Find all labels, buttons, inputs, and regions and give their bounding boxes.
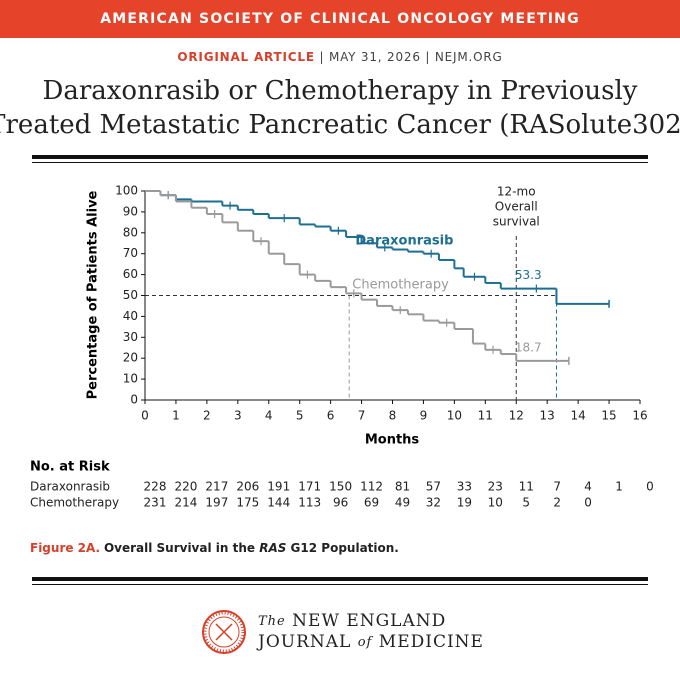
- rule: [32, 584, 648, 585]
- x-tick-label: 13: [540, 409, 555, 423]
- banner-text: AMERICAN SOCIETY OF CLINICAL ONCOLOGY ME…: [100, 11, 580, 27]
- risk-value: 49: [395, 496, 410, 510]
- logo-the: The: [258, 614, 286, 629]
- y-tick-label: 50: [123, 288, 138, 302]
- x-tick-label: 9: [420, 409, 428, 423]
- landmark-label: survival: [493, 215, 540, 229]
- risk-value: 19: [457, 496, 472, 510]
- risk-value: 144: [267, 496, 290, 510]
- risk-value: 2: [553, 496, 561, 510]
- x-tick-label: 6: [327, 409, 335, 423]
- risk-value: 5: [522, 496, 530, 510]
- y-axis-label: Percentage of Patients Alive: [86, 190, 101, 399]
- caption-text: G12 Population.: [286, 541, 398, 555]
- landmark-label: 12-mo: [497, 185, 536, 199]
- logo-of: of: [358, 635, 374, 650]
- risk-value: 191: [267, 480, 290, 494]
- risk-value: 10: [488, 496, 503, 510]
- x-tick-label: 3: [234, 409, 242, 423]
- x-tick-label: 11: [478, 409, 493, 423]
- risk-value: 4: [584, 480, 592, 494]
- x-tick-label: 4: [265, 409, 273, 423]
- risk-value: 23: [488, 480, 503, 494]
- risk-value: 96: [333, 496, 348, 510]
- caption: Figure 2A. Overall Survival in the RAS G…: [30, 541, 399, 555]
- x-tick-label: 1: [172, 409, 180, 423]
- title: Daraxonrasib or Chemotherapy in Previous…: [42, 76, 637, 106]
- risk-value: 220: [174, 480, 197, 494]
- risk-value: 231: [144, 496, 167, 510]
- risk-value: 113: [298, 496, 321, 510]
- series-label: Daraxonrasib: [355, 234, 453, 249]
- x-tick-label: 0: [141, 409, 149, 423]
- logo-text: NEW ENGLAND: [292, 611, 446, 631]
- caption-label: Figure 2A.: [30, 541, 100, 555]
- x-tick-label: 5: [296, 409, 304, 423]
- seal: [202, 610, 246, 654]
- y-tick-label: 0: [130, 393, 138, 407]
- risk-row-label: Chemotherapy: [30, 496, 119, 510]
- article-type: ORIGINAL ARTICLE: [177, 50, 314, 64]
- landmark-value: 53.3: [515, 268, 542, 282]
- risk-value: 33: [457, 480, 472, 494]
- risk-value: 112: [360, 480, 383, 494]
- banner: [0, 0, 680, 38]
- risk-row-label: Daraxonrasib: [30, 480, 110, 494]
- landmark-value: 18.7: [515, 340, 542, 354]
- landmark-label: Overall: [495, 200, 538, 214]
- logo-text: MEDICINE: [379, 632, 484, 652]
- risk-value: 197: [205, 496, 228, 510]
- article-line: ORIGINAL ARTICLE | MAY 31, 2026 | NEJM.O…: [177, 50, 502, 64]
- risk-value: 7: [553, 480, 561, 494]
- site: NEJM.ORG: [435, 50, 503, 64]
- series-label: Chemotherapy: [352, 278, 449, 293]
- logo-line: The NEW ENGLAND: [258, 611, 446, 631]
- y-tick-label: 20: [123, 351, 138, 365]
- risk-value: 32: [426, 496, 441, 510]
- risk-value: 0: [646, 480, 654, 494]
- risk-value: 214: [174, 496, 197, 510]
- caption-italic: RAS: [259, 541, 286, 555]
- rule: [32, 155, 648, 159]
- y-tick-label: 40: [123, 309, 138, 323]
- x-tick-label: 10: [447, 409, 462, 423]
- x-tick-label: 8: [389, 409, 397, 423]
- y-tick-label: 30: [123, 330, 138, 344]
- y-tick-label: 100: [115, 184, 138, 198]
- x-tick-label: 7: [358, 409, 366, 423]
- risk-value: 217: [205, 480, 228, 494]
- y-tick-label: 90: [123, 204, 138, 218]
- risk-value: 69: [364, 496, 379, 510]
- caption-text: Overall Survival in the: [104, 541, 259, 555]
- risk-value: 1: [615, 480, 623, 494]
- date: MAY 31, 2026: [329, 50, 421, 64]
- y-tick-label: 70: [123, 246, 138, 260]
- x-axis-label: Months: [365, 433, 420, 448]
- risk-value: 206: [236, 480, 259, 494]
- logo-text: JOURNAL: [256, 632, 351, 652]
- risk-value: 11: [519, 480, 534, 494]
- y-tick-label: 60: [123, 267, 138, 281]
- rule: [32, 162, 648, 163]
- title: Treated Metastatic Pancreatic Cancer (RA…: [0, 110, 680, 140]
- risk-value: 228: [144, 480, 167, 494]
- x-tick-label: 14: [570, 409, 585, 423]
- x-tick-label: 2: [203, 409, 211, 423]
- risk-value: 0: [584, 496, 592, 510]
- risk-value: 175: [236, 496, 259, 510]
- x-tick-label: 12: [509, 409, 524, 423]
- x-tick-label: 15: [601, 409, 616, 423]
- risk-value: 81: [395, 480, 410, 494]
- y-tick-label: 80: [123, 225, 138, 239]
- risk-value: 57: [426, 480, 441, 494]
- risk-value: 150: [329, 480, 352, 494]
- rule: [32, 577, 648, 581]
- y-tick-label: 10: [123, 372, 138, 386]
- risk-title: No. at Risk: [30, 460, 110, 475]
- x-tick-label: 16: [632, 409, 647, 423]
- risk-value: 171: [298, 480, 321, 494]
- logo-line: JOURNAL of MEDICINE: [256, 632, 484, 652]
